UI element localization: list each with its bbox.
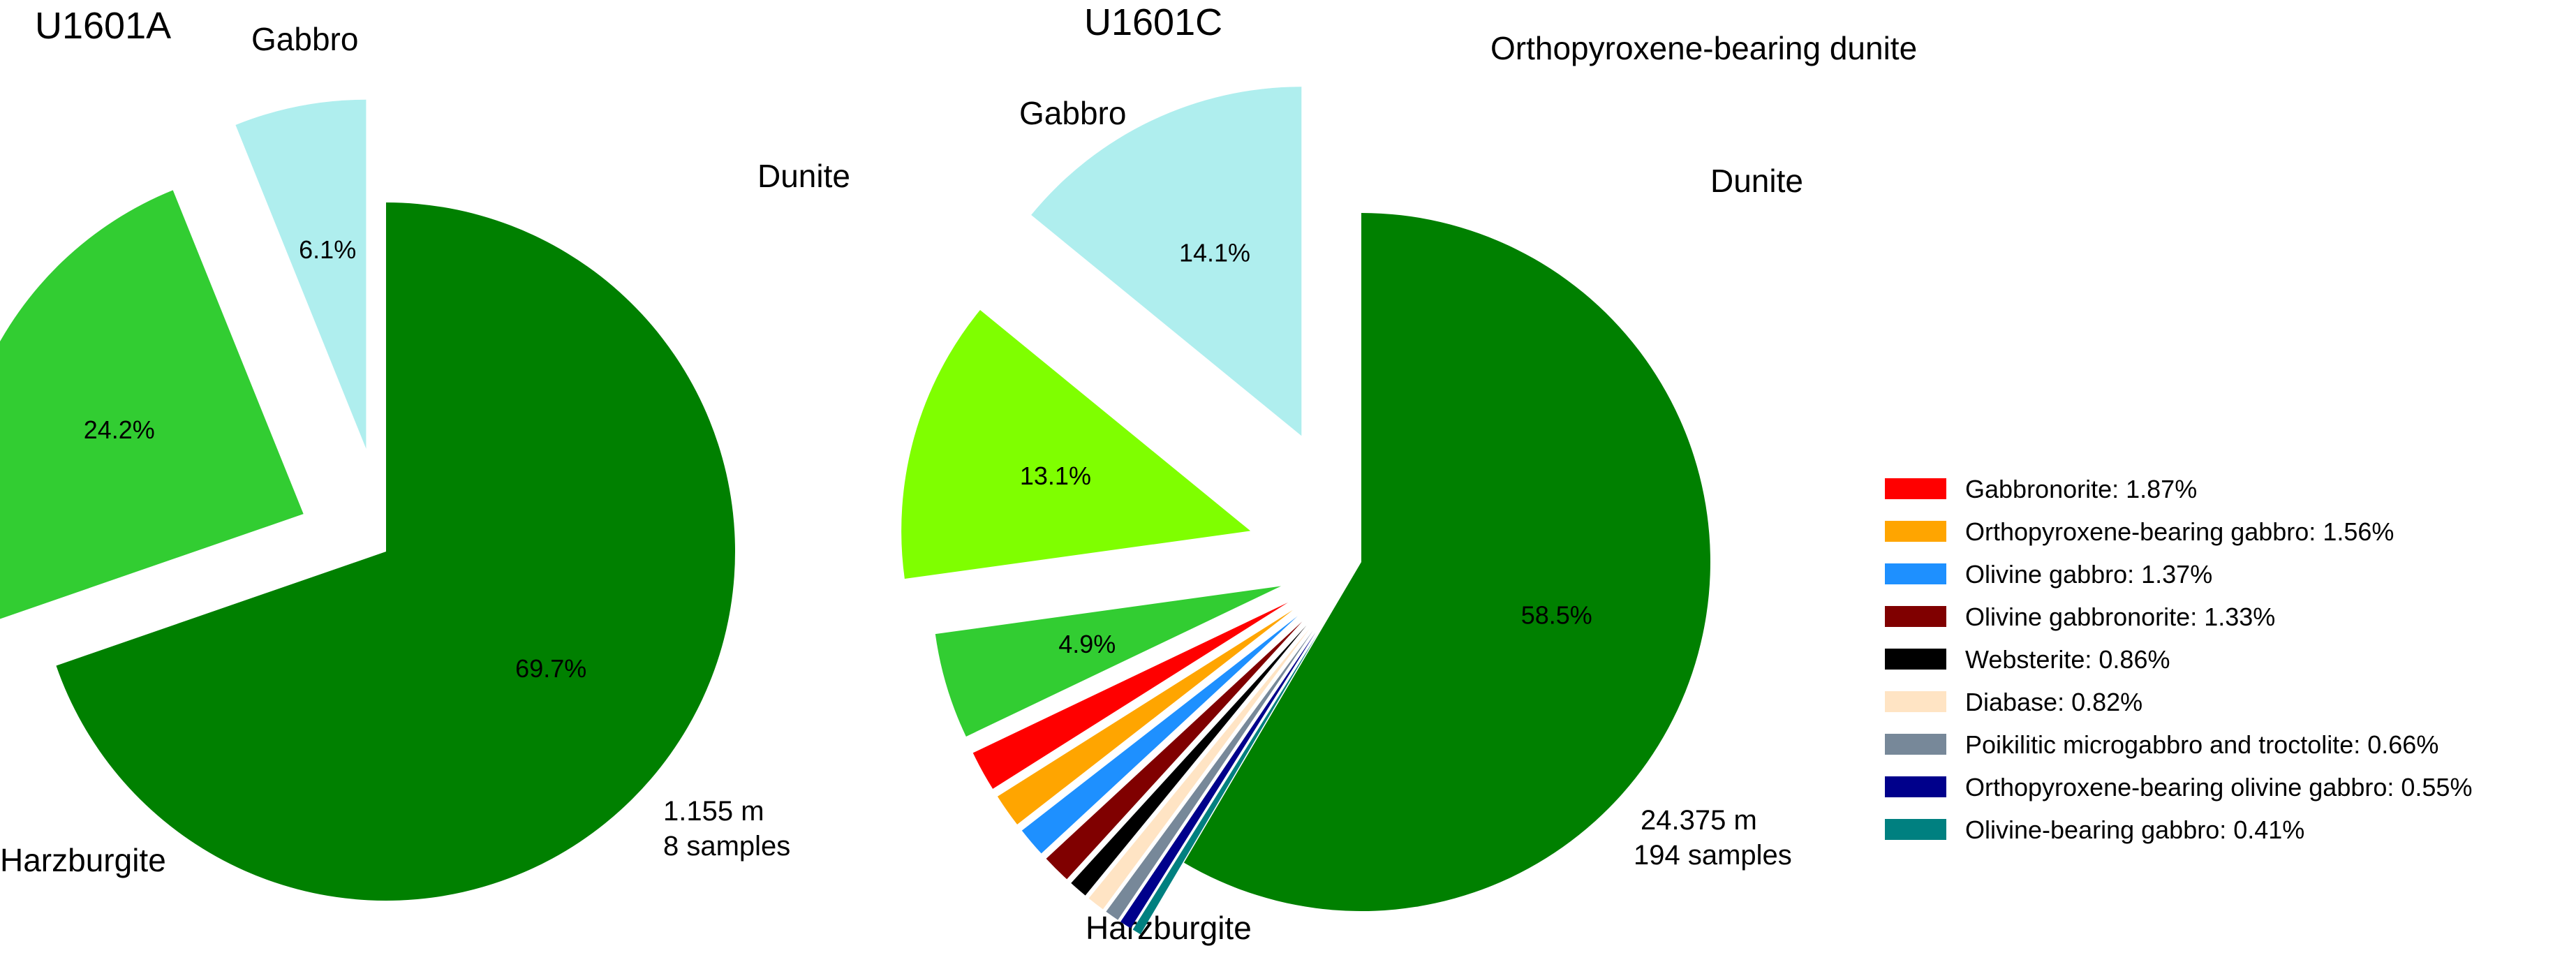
pie-u1601c-slice-olivine-bearing-gabbro-0-41: [1132, 633, 1318, 935]
legend-label-olivine-gabbronorite-1-33: Olivine gabbronorite: 1.33%: [1965, 603, 2275, 631]
pie-u1601c-title: U1601C: [1084, 1, 1222, 43]
legend-swatch-olivine-bearing-gabbro-0-41: [1885, 819, 1946, 840]
pie-u1601a-slice-gabbro: [235, 99, 367, 449]
legend-label-diabase-0-82: Diabase: 0.82%: [1965, 688, 2142, 716]
legend-swatch-diabase-0-82: [1885, 691, 1946, 712]
pie-u1601a-pct-label-gabbro: 6.1%: [299, 235, 356, 264]
pie-u1601c-slice-orthopyroxene-bearing-dunite: [901, 310, 1251, 579]
pie-u1601a-pct-label-harzburgite: 69.7%: [515, 654, 586, 683]
pie-u1601a-slice-label-harzburgite: Harzburgite: [0, 842, 166, 878]
legend-swatch-poikilitic-microgabbro-and-troctolite-0-66: [1885, 734, 1946, 755]
pie-u1601c-slice-gabbro: [1031, 87, 1302, 436]
legend-swatch-orthopyroxene-bearing-olivine-gabbro-0-55: [1885, 776, 1946, 797]
legend-swatch-olivine-gabbronorite-1-33: [1885, 606, 1946, 627]
pie-u1601a-slice-harzburgite: [56, 202, 736, 901]
pie-u1601c-slice-label-dunite: Dunite: [1710, 163, 1803, 199]
pie-u1601c-slice-harzburgite: [1183, 213, 1710, 911]
pie-u1601a-note-line: 1.155 m: [663, 796, 764, 827]
pie-u1601a-pct-label-dunite: 24.2%: [84, 415, 155, 444]
pie-u1601a-slice-dunite: [0, 190, 304, 619]
legend-swatch-websterite-0-86: [1885, 649, 1946, 670]
legend-swatch-gabbronorite-1-87: [1885, 478, 1946, 499]
legend-swatch-orthopyroxene-bearing-gabbro-1-56: [1885, 521, 1946, 542]
pie-u1601c-note-line: 194 samples: [1634, 840, 1792, 871]
pie-u1601c-slice-label-orthopyroxene-bearing-dunite: Orthopyroxene-bearing dunite: [1490, 30, 1917, 66]
pie-u1601a-note-line: 8 samples: [663, 831, 790, 862]
pie-u1601c-slice-olivine-gabbro-1-37: [1021, 616, 1298, 854]
legend-label-poikilitic-microgabbro-and-troctolite-0-66: Poikilitic microgabbro and troctolite: 0…: [1965, 730, 2438, 759]
pie-u1601c-slice-orthopyroxene-bearing-gabbro-1-56: [997, 610, 1293, 825]
legend-label-websterite-0-86: Websterite: 0.86%: [1965, 645, 2170, 674]
pie-u1601c-slice-olivine-gabbronorite-1-33: [1046, 621, 1303, 880]
pie-u1601c-slice-label-gabbro: Gabbro: [1019, 95, 1126, 131]
legend-label-olivine-gabbro-1-37: Olivine gabbro: 1.37%: [1965, 560, 2212, 589]
pie-u1601c-pct-label-dunite: 4.9%: [1058, 630, 1116, 658]
pie-u1601c-slice-orthopyroxene-bearing-olivine-gabbro-0-55: [1120, 632, 1316, 929]
pie-u1601c-slice-dunite: [935, 586, 1282, 737]
legend-swatch-olivine-gabbro-1-37: [1885, 563, 1946, 584]
legend-label-olivine-bearing-gabbro-0-41: Olivine-bearing gabbro: 0.41%: [1965, 815, 2304, 844]
pie-u1601c-pct-label-orthopyroxene-bearing-dunite: 13.1%: [1020, 461, 1091, 490]
pie-u1601c-slice-poikilitic-microgabbro-and-troctolite-0-66: [1106, 630, 1313, 920]
pie-u1601c-slice-label-harzburgite: Harzburgite: [1086, 910, 1252, 946]
pie-u1601c-slice-diabase-0-82: [1088, 628, 1310, 910]
pie-u1601c-note-line: 24.375 m: [1641, 805, 1757, 836]
pie-u1601c-slice-gabbronorite-1-87: [972, 602, 1288, 789]
legend-label-orthopyroxene-bearing-olivine-gabbro-0-55: Orthopyroxene-bearing olivine gabbro: 0.…: [1965, 773, 2472, 801]
pie-u1601a-slice-label-dunite: Dunite: [757, 158, 850, 194]
legend-label-gabbronorite-1-87: Gabbronorite: 1.87%: [1965, 475, 2197, 503]
legend-label-orthopyroxene-bearing-gabbro-1-56: Orthopyroxene-bearing gabbro: 1.56%: [1965, 517, 2394, 546]
pie-u1601c-pct-label-gabbro: 14.1%: [1179, 238, 1250, 267]
pie-u1601c-pct-label-harzburgite: 58.5%: [1521, 600, 1592, 629]
pie-u1601c-slice-websterite-0-86: [1071, 625, 1307, 896]
pie-u1601a-slice-label-gabbro: Gabbro: [251, 21, 358, 57]
pie-u1601a-title: U1601A: [35, 5, 171, 47]
